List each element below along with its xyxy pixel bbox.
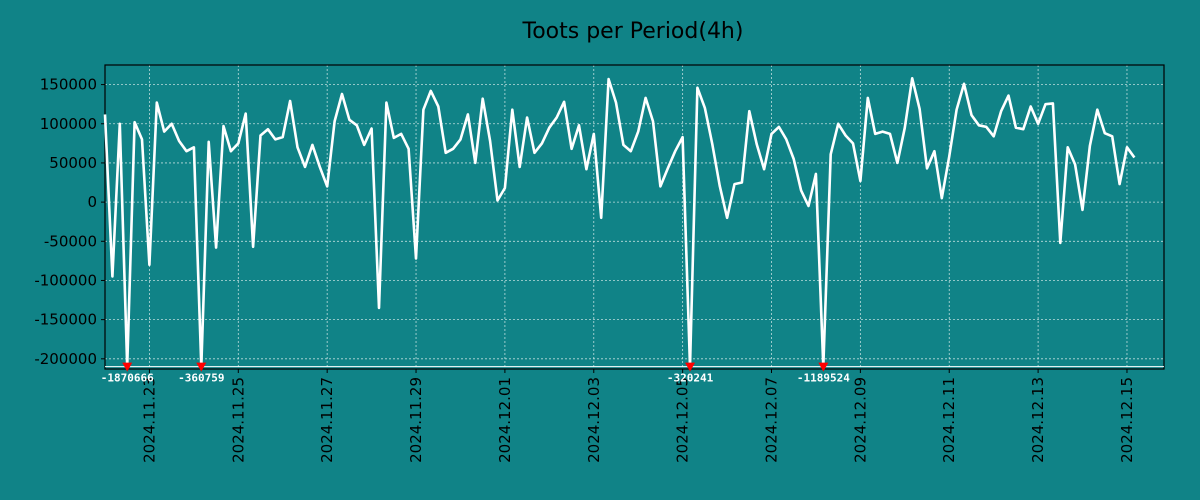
y-tick-label: -50000: [44, 232, 97, 250]
outlier-marker: [196, 362, 207, 372]
grid-layer: [105, 65, 1164, 369]
y-tick-label: 150000: [40, 76, 97, 94]
outlier-label: -1870666: [101, 372, 154, 385]
x-tick-label: 2024.12.11: [940, 377, 958, 463]
outlier-label: -320241: [667, 372, 714, 385]
x-tick-label: 2024.12.07: [763, 377, 781, 463]
x-tick-label: 2024.12.13: [1029, 377, 1047, 463]
x-tick-label: 2024.12.03: [585, 377, 603, 463]
outlier-marker: [685, 362, 696, 372]
x-tick-label: 2024.11.27: [318, 377, 336, 463]
y-tick-label: -150000: [34, 311, 97, 329]
series-layer: [103, 77, 1164, 368]
y-tick-label: 50000: [49, 154, 97, 172]
x-tick-label: 2024.12.15: [1118, 377, 1136, 463]
x-tick-label: 2024.12.05: [674, 377, 692, 463]
series-line-toots: [103, 77, 1136, 368]
outlier-marker: [122, 362, 133, 372]
x-tick-label: 2024.11.23: [140, 377, 158, 463]
outlier-label: -1189524: [797, 372, 850, 385]
y-tick-label: 100000: [40, 115, 97, 133]
y-tick-label: 0: [87, 193, 97, 211]
x-tick-label: 2024.11.29: [407, 377, 425, 463]
outlier-layer: -1870666 -360759 -320241 -1189524: [101, 362, 850, 385]
outlier-label: -360759: [178, 372, 224, 385]
outlier-marker: [818, 362, 829, 372]
chart-title: Toots per Period(4h): [522, 19, 744, 44]
y-tick-label: -100000: [34, 271, 97, 289]
y-tick-label: -200000: [34, 350, 97, 368]
x-tick-label: 2024.11.25: [229, 377, 247, 463]
plot-frame: [104, 64, 1165, 370]
x-tick-label: 2024.12.01: [496, 377, 514, 463]
axis-ticks: 150000 100000 50000 0 -50000 -100000 -150000 -2…: [34, 76, 1136, 463]
x-tick-label: 2024.12.09: [851, 377, 869, 463]
